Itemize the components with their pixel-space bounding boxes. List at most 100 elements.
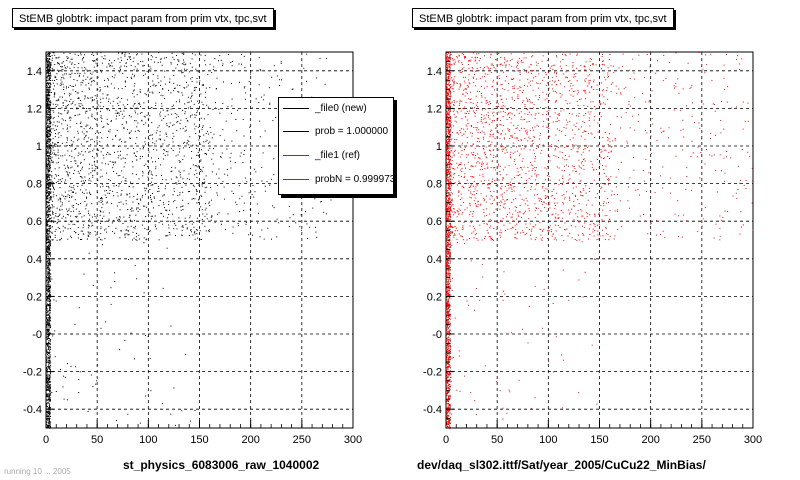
scatter-point bbox=[448, 289, 450, 291]
scatter-point bbox=[167, 151, 169, 153]
scatter-point bbox=[48, 109, 50, 111]
scatter-point bbox=[66, 59, 68, 61]
scatter-point bbox=[73, 188, 75, 190]
scatter-point bbox=[47, 215, 49, 217]
scatter-point bbox=[450, 255, 451, 257]
scatter-point bbox=[148, 69, 150, 70]
scatter-point bbox=[448, 419, 450, 421]
scatter-point bbox=[91, 222, 93, 224]
scatter-point bbox=[48, 377, 50, 379]
scatter-point bbox=[49, 315, 51, 317]
scatter-point bbox=[93, 79, 95, 81]
scatter-point bbox=[141, 119, 143, 121]
scatter-point bbox=[448, 212, 450, 214]
scatter-point bbox=[97, 104, 99, 106]
scatter-point bbox=[48, 157, 50, 159]
scatter-point bbox=[47, 263, 49, 265]
scatter-point bbox=[71, 156, 73, 158]
scatter-point bbox=[273, 174, 275, 176]
scatter-point bbox=[225, 228, 227, 230]
scatter-point bbox=[49, 367, 50, 369]
scatter-point bbox=[196, 148, 198, 150]
scatter-point bbox=[448, 84, 450, 86]
scatter-point bbox=[68, 190, 70, 192]
scatter-point bbox=[176, 183, 178, 185]
scatter-point bbox=[185, 353, 187, 355]
scatter-point bbox=[47, 233, 49, 235]
scatter-point bbox=[69, 67, 71, 69]
scatter-point bbox=[182, 147, 184, 149]
scatter-point bbox=[46, 152, 47, 154]
scatter-point bbox=[200, 160, 202, 162]
scatter-point bbox=[48, 387, 50, 389]
scatter-point bbox=[48, 174, 50, 176]
scatter-point bbox=[447, 332, 448, 334]
scatter-point bbox=[96, 71, 98, 73]
scatter-point bbox=[79, 106, 81, 108]
scatter-point bbox=[94, 60, 96, 62]
scatter-point bbox=[149, 230, 151, 232]
scatter-point bbox=[121, 170, 123, 172]
scatter-point bbox=[165, 133, 167, 135]
scatter-point bbox=[62, 76, 64, 78]
scatter-point bbox=[248, 81, 250, 83]
scatter-point bbox=[50, 63, 52, 65]
scatter-point bbox=[87, 148, 88, 150]
scatter-point bbox=[447, 73, 449, 75]
scatter-point bbox=[49, 131, 51, 133]
scatter-point bbox=[448, 287, 450, 289]
scatter-point bbox=[312, 207, 314, 209]
scatter-point bbox=[446, 363, 447, 364]
scatter-point bbox=[120, 65, 122, 67]
scatter-point bbox=[48, 298, 50, 300]
scatter-point bbox=[447, 207, 449, 209]
scatter-point bbox=[49, 272, 51, 274]
scatter-point bbox=[449, 75, 451, 77]
scatter-point bbox=[136, 137, 138, 139]
scatter-point bbox=[446, 303, 448, 305]
scatter-point bbox=[46, 225, 48, 227]
scatter-point bbox=[69, 172, 71, 174]
scatter-point bbox=[446, 334, 448, 336]
scatter-point bbox=[49, 126, 51, 127]
scatter-point bbox=[186, 142, 188, 144]
scatter-point bbox=[47, 419, 49, 421]
scatter-point bbox=[449, 250, 451, 252]
scatter-point bbox=[46, 176, 48, 178]
scatter-point bbox=[100, 169, 102, 171]
scatter-point bbox=[64, 65, 66, 67]
scatter-point bbox=[70, 167, 72, 169]
scatter-point bbox=[255, 98, 257, 100]
scatter-point bbox=[48, 412, 50, 414]
scatter-point bbox=[46, 179, 48, 181]
scatter-point bbox=[446, 92, 448, 94]
scatter-point bbox=[216, 192, 218, 194]
scatter-point bbox=[49, 323, 51, 325]
scatter-point bbox=[125, 203, 127, 205]
scatter-point bbox=[93, 213, 95, 215]
scatter-point bbox=[446, 124, 448, 126]
scatter-point bbox=[446, 176, 448, 178]
scatter-point bbox=[49, 269, 51, 271]
scatter-point bbox=[66, 145, 68, 146]
scatter-point bbox=[446, 94, 448, 96]
scatter-point bbox=[46, 102, 48, 104]
scatter-point bbox=[58, 57, 60, 59]
scatter-point bbox=[131, 207, 133, 209]
scatter-point bbox=[227, 106, 229, 108]
scatter-point bbox=[47, 278, 49, 280]
scatter-point bbox=[58, 161, 60, 163]
scatter-point bbox=[48, 130, 50, 132]
scatter-point bbox=[82, 80, 84, 82]
scatter-point bbox=[48, 122, 50, 124]
scatter-point bbox=[448, 343, 450, 345]
scatter-point bbox=[448, 265, 450, 267]
scatter-point bbox=[448, 57, 450, 58]
scatter-point bbox=[74, 64, 76, 65]
scatter-point bbox=[47, 216, 49, 218]
scatter-point bbox=[449, 93, 451, 95]
scatter-point bbox=[446, 69, 448, 71]
scatter-point bbox=[49, 296, 51, 298]
scatter-point bbox=[151, 200, 153, 202]
scatter-point bbox=[134, 103, 136, 104]
